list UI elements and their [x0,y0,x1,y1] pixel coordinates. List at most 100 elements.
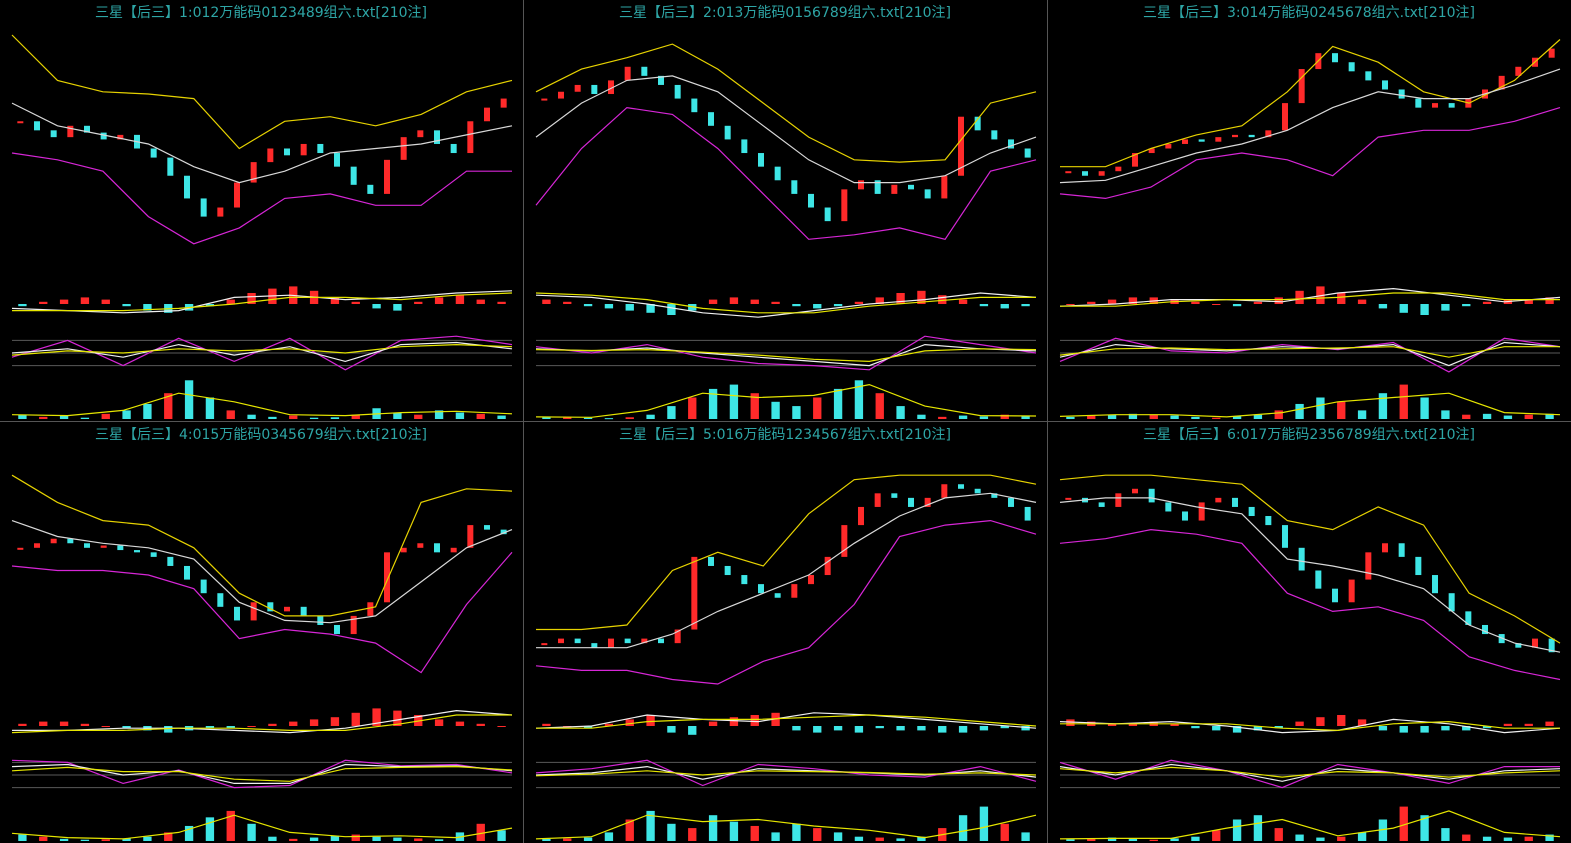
macd-bar [497,726,506,727]
candle [1298,547,1305,571]
macd-bar [1232,726,1242,733]
macd-bar [1295,721,1304,726]
macd-bar [80,297,90,304]
candle [708,556,714,566]
macd-bar [604,723,614,726]
macd-bar [1482,301,1492,304]
volume-bar [1441,410,1450,419]
macd-bar [896,293,905,304]
candle [1182,511,1188,521]
macd-bar [646,715,655,726]
candle [708,112,714,126]
macd-bar [80,723,90,726]
macd-bar [1128,297,1138,304]
volume-ma-line [11,392,513,417]
candle [591,643,598,648]
candle [624,66,631,81]
candle [117,134,124,140]
dif-line [535,712,1037,729]
macd-bar [917,290,926,304]
candle [974,116,981,131]
candle [558,91,564,99]
volume-bar [122,410,131,419]
macd-bar [750,299,759,304]
volume-bar [226,810,235,841]
candle [574,84,581,92]
macd-bar [372,304,381,309]
candle [434,130,440,144]
candle [791,180,798,194]
d-line [11,343,513,356]
macd-bar [393,710,402,726]
candle [34,543,40,548]
macd-bar [667,304,676,315]
candle [234,606,240,621]
volume-bar [1170,838,1179,841]
candle [317,615,324,625]
candle [924,497,931,507]
lower-band [1059,107,1561,200]
macd-bar [896,726,905,731]
macd-bar [372,708,381,726]
candle [1098,502,1105,507]
dif-line [12,709,513,734]
macd-bar [351,301,360,304]
macd-bar [1316,717,1325,726]
volume-bar [372,836,381,841]
macd-bar [1107,723,1117,726]
volume-bar [1545,834,1554,841]
macd-bar [1378,304,1388,309]
macd-bar [1357,719,1367,726]
volume-bar [1128,413,1138,419]
volume-bar [1378,393,1388,419]
macd-bar [542,299,551,304]
candle [591,84,598,95]
candle [234,182,240,208]
candle [250,602,257,621]
volume-bar [625,819,634,841]
candle [117,545,124,551]
volume-bar [1066,416,1075,419]
macd-bar [1399,726,1408,733]
macd-bar [1066,304,1075,305]
candle [541,98,548,101]
macd-bar [583,726,593,729]
candle [84,125,90,133]
candle [100,132,107,140]
volume-bar [414,414,423,419]
candle [417,130,424,138]
volume-bar [434,410,444,419]
j-line [535,335,1037,371]
macd-bar [771,301,780,304]
macd-bar [938,295,947,304]
lower-band [11,551,513,674]
candle [1482,624,1488,635]
volume-bar [1253,815,1263,841]
candle [1008,139,1014,149]
candle [217,207,224,217]
candle [1008,497,1014,507]
macd-bar [625,304,634,311]
macd-bar [1191,301,1200,304]
volume-bar [1482,836,1492,841]
macd-bar [1462,304,1471,307]
volume-bar [813,828,822,841]
dea-line [1060,292,1560,307]
macd-bar [1000,726,1009,729]
volume-bar [309,837,319,841]
volume-bar [205,817,215,841]
volume-bar [563,417,572,419]
volume-bar [1503,415,1513,419]
candle [384,552,390,603]
macd-bar [604,304,614,309]
mid-band [535,75,1037,184]
macd-bar [813,304,822,309]
macd-bar [1545,297,1554,304]
volume-bar [330,835,340,841]
macd-bar [1462,726,1471,731]
mid-band [1059,68,1561,184]
candle [1415,556,1422,576]
volume-bar [101,839,110,841]
macd-bar [958,726,968,733]
volume-bar [688,397,697,419]
